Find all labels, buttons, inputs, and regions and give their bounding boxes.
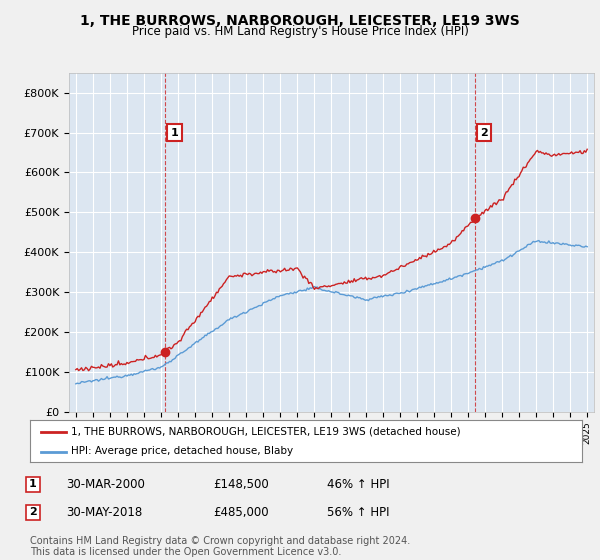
Text: 1: 1 (170, 128, 178, 138)
Text: 1, THE BURROWS, NARBOROUGH, LEICESTER, LE19 3WS: 1, THE BURROWS, NARBOROUGH, LEICESTER, L… (80, 14, 520, 28)
Text: 1, THE BURROWS, NARBOROUGH, LEICESTER, LE19 3WS (detached house): 1, THE BURROWS, NARBOROUGH, LEICESTER, L… (71, 427, 461, 437)
Text: HPI: Average price, detached house, Blaby: HPI: Average price, detached house, Blab… (71, 446, 293, 456)
Text: Price paid vs. HM Land Registry's House Price Index (HPI): Price paid vs. HM Land Registry's House … (131, 25, 469, 38)
Text: Contains HM Land Registry data © Crown copyright and database right 2024.
This d: Contains HM Land Registry data © Crown c… (30, 535, 410, 557)
Text: 2: 2 (480, 128, 488, 138)
Text: 46% ↑ HPI: 46% ↑ HPI (327, 478, 389, 491)
Text: 30-MAY-2018: 30-MAY-2018 (66, 506, 142, 519)
Text: £148,500: £148,500 (213, 478, 269, 491)
Text: 2: 2 (29, 507, 37, 517)
Text: 30-MAR-2000: 30-MAR-2000 (66, 478, 145, 491)
Text: 1: 1 (29, 479, 37, 489)
Text: £485,000: £485,000 (213, 506, 269, 519)
Text: 56% ↑ HPI: 56% ↑ HPI (327, 506, 389, 519)
